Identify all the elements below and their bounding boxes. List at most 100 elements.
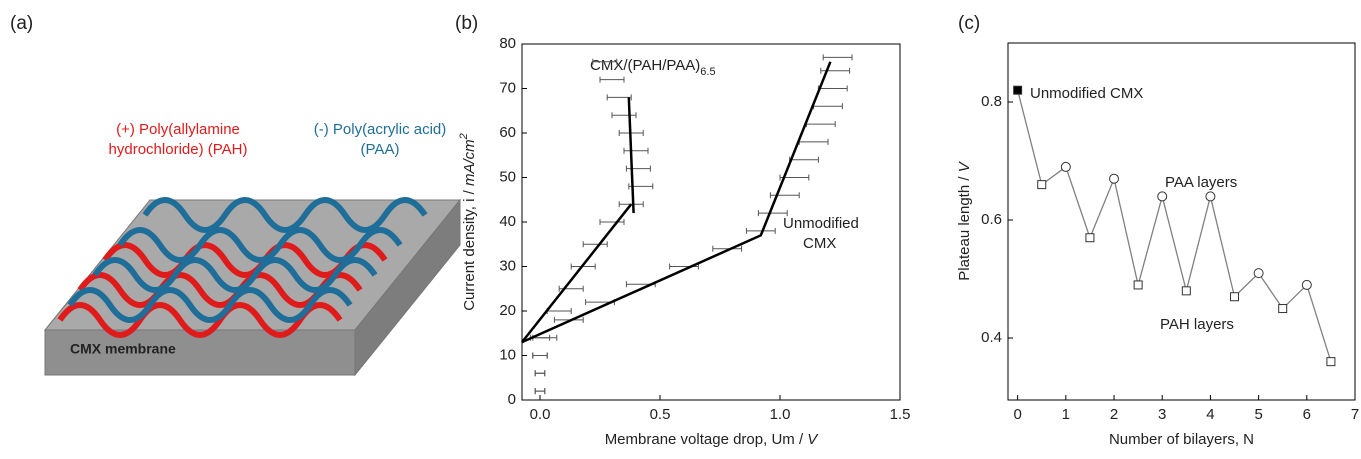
y-tick-label: 30 [499,257,516,274]
label-part: V [956,160,973,172]
annotation: Unmodified [783,215,859,232]
error-bar [822,54,853,61]
error-bar [534,370,546,377]
label-part: V [807,431,819,448]
label-part: PAA layers [1165,174,1237,191]
panel-label: (b) [455,13,478,34]
error-bar [789,156,819,163]
marker [1278,304,1288,314]
marker [1230,292,1240,302]
y-tick-label: 0 [508,391,516,408]
marker [1013,85,1023,95]
y-tick-label: 0.6 [981,211,1002,228]
annotation: PAA layers [1165,174,1237,191]
panel-label: (a) [10,13,33,34]
marker [1060,161,1071,172]
y-tick-label: 50 [499,168,516,185]
annotation: CMX/(PAH/PAA)6.5 [590,57,716,78]
x-tick-label: 0 [1013,406,1021,423]
marker [1133,280,1143,290]
label-part: CMX/(PAH/PAA) [590,57,700,74]
annotation: CMX [803,235,836,252]
pah-label: hydrochloride) (PAH) [109,141,248,158]
label-part: Number of bilayers, N [1109,431,1254,448]
x-axis-label: Membrane voltage drop, Um / V [605,431,820,448]
marker [1157,191,1168,202]
error-bar [606,94,632,101]
error-bar [582,241,608,248]
y-tick-label: 80 [499,35,516,52]
x-tick-label: 6 [1303,406,1311,423]
paa-chain [67,287,353,323]
error-bar [534,388,546,395]
x-tick-label: 1 [1062,406,1070,423]
paa-chain [92,257,378,293]
membrane-label: CMX membrane [70,341,176,357]
marker [1037,180,1047,190]
error-bar [592,58,618,65]
error-bar [805,121,836,128]
marker [1253,268,1264,279]
polymer-layers [57,197,428,338]
x-tick-label: 5 [1254,406,1262,423]
paa-chain [117,227,403,263]
y-axis-label: Current density, i / mA/cm2 [458,133,478,311]
marker [1205,191,1216,202]
annotation: PAH layers [1160,316,1234,333]
label-part: Current density, i / [461,186,478,311]
error-bar [532,352,548,359]
x-tick-label: 4 [1206,406,1214,423]
y-tick-label: 20 [499,302,516,319]
x-tick-label: 3 [1158,406,1166,423]
paa-chain [142,197,428,233]
marker [1301,279,1312,290]
error-bar [813,103,843,110]
error-bar [625,165,651,172]
error-bar [817,85,848,92]
line [521,203,633,343]
paa-label: (PAA) [361,141,400,158]
x-tick-label: 1.5 [890,406,911,423]
annotation: Unmodified CMX [1030,85,1143,102]
y-tick-label: 0.4 [981,329,1002,346]
y-tick-label: 0.8 [981,93,1002,110]
label-part: mA/cm [461,139,478,186]
y-axis-label: Plateau length / V [956,160,973,280]
line [521,61,832,344]
error-bar [798,138,829,145]
x-axis-label: Number of bilayers, N [1109,431,1254,448]
error-bar [599,76,625,83]
label-part: Plateau length / [956,172,973,280]
x-tick-label: 0.5 [650,406,671,423]
label-part: PAH layers [1160,316,1234,333]
y-tick-label: 40 [499,213,516,230]
line [627,97,635,214]
x-tick-label: 1.0 [770,406,791,423]
x-tick-label: 0.0 [530,406,551,423]
error-bar [599,219,625,225]
plot-frame [1007,42,1356,401]
label-part: Membrane voltage drop, Um / [605,431,808,448]
marker [1181,286,1191,296]
error-bar [712,245,743,252]
error-bar [546,308,572,314]
panel-label: (c) [958,13,980,34]
y-tick-label: 60 [499,124,516,141]
y-tick-label: 10 [499,346,516,363]
x-tick-label: 7 [1351,406,1359,423]
marker [1109,173,1120,184]
error-bar [623,147,649,154]
x-tick-label: 2 [1110,406,1118,423]
label-part: 6.5 [700,66,715,78]
pah-label: (+) Poly(allylamine [116,121,240,138]
error-bar [611,112,637,119]
membrane-side [354,198,461,377]
marker [1085,233,1095,243]
y-tick-label: 70 [499,79,516,96]
error-bar [769,192,800,199]
paa-label: (-) Poly(acrylic acid) [314,121,447,138]
pah-chain [57,302,343,338]
panel-a: (a) (+) Poly(allylamine hydrochloride) (… [10,13,462,377]
error-bar [745,227,776,234]
